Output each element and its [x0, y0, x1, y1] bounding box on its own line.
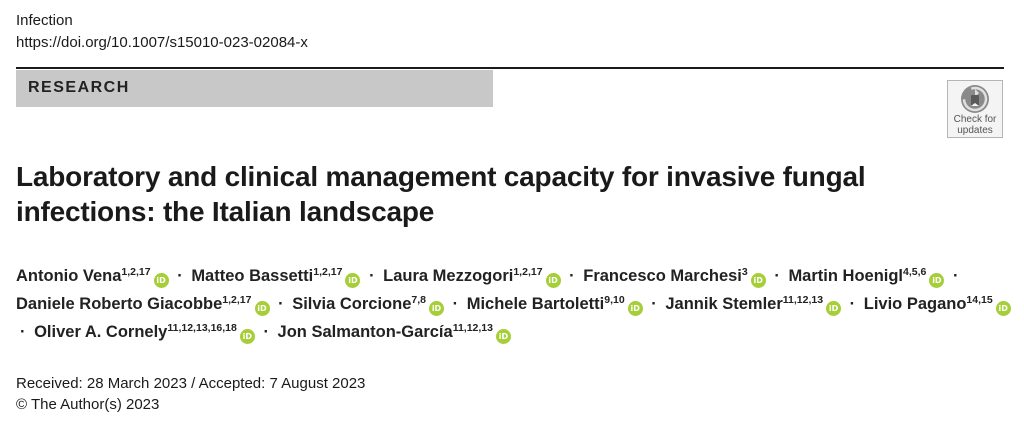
section-label: RESEARCH [28, 79, 130, 96]
orcid-icon[interactable]: iD [627, 301, 643, 316]
author-separator: · [20, 323, 26, 341]
author-name[interactable]: Jannik Stemler [665, 295, 783, 313]
author-separator: · [263, 323, 269, 341]
author-name[interactable]: Francesco Marchesi [583, 267, 742, 285]
author-item: Francesco Marchesi3iD [583, 266, 766, 288]
author-name[interactable]: Oliver A. Cornely [34, 323, 168, 341]
author-name[interactable]: Antonio Vena [16, 267, 122, 285]
author-list: Antonio Vena1,2,17iD · Matteo Bassetti1,… [16, 262, 1011, 346]
author-separator: · [369, 267, 375, 285]
author-name[interactable]: Laura Mezzogori [383, 267, 514, 285]
author-name[interactable]: Matteo Bassetti [191, 267, 314, 285]
section-banner: RESEARCH [16, 70, 493, 107]
author-item: Matteo Bassetti1,2,17iD [191, 266, 361, 288]
author-affiliations[interactable]: 11,12,13 [452, 322, 493, 334]
check-for-updates-line1: Check for [953, 114, 997, 125]
author-affiliations[interactable]: 9,10 [604, 294, 625, 306]
author-item: Daniele Roberto Giacobbe1,2,17iD [16, 294, 270, 316]
check-for-updates-icon [961, 85, 989, 113]
author-item: Jon Salmanton-García11,12,13iD [277, 322, 511, 344]
author-separator: · [177, 267, 183, 285]
check-for-updates-button[interactable]: Check for updates [947, 80, 1003, 138]
doi-link[interactable]: https://doi.org/10.1007/s15010-023-02084… [16, 34, 308, 51]
author-affiliations[interactable]: 3 [741, 266, 748, 278]
author-affiliations[interactable]: 11,12,13,16,18 [167, 322, 237, 334]
orcid-icon[interactable]: iD [239, 329, 255, 344]
author-affiliations[interactable]: 14,15 [966, 294, 993, 306]
author-name[interactable]: Silvia Corcione [292, 295, 412, 313]
author-item: Martin Hoenigl4,5,6iD [788, 266, 945, 288]
author-item: Michele Bartoletti9,10iD [466, 294, 643, 316]
author-affiliations[interactable]: 1,2,17 [513, 266, 543, 278]
check-for-updates-line2: updates [957, 125, 993, 136]
header-divider [16, 67, 1004, 69]
author-separator: · [849, 295, 856, 313]
orcid-icon[interactable]: iD [545, 273, 561, 288]
author-affiliations[interactable]: 4,5,6 [903, 266, 927, 278]
author-item: Jannik Stemler11,12,13iD [665, 294, 842, 316]
orcid-icon[interactable]: iD [750, 273, 766, 288]
author-affiliations[interactable]: 1,2,17 [313, 266, 343, 278]
article-title: Laboratory and clinical management capac… [16, 161, 866, 227]
author-separator: · [452, 295, 459, 313]
orcid-icon[interactable]: iD [826, 301, 842, 316]
author-name[interactable]: Michele Bartoletti [466, 295, 605, 313]
author-affiliations[interactable]: 1,2,17 [121, 266, 151, 278]
orcid-icon[interactable]: iD [254, 301, 270, 316]
author-affiliations[interactable]: 7,8 [411, 294, 427, 306]
author-separator: · [569, 267, 575, 285]
orcid-icon[interactable]: iD [345, 273, 361, 288]
author-name[interactable]: Daniele Roberto Giacobbe [16, 295, 223, 313]
author-item: Oliver A. Cornely11,12,13,16,18iD [34, 322, 255, 344]
author-separator: · [651, 295, 657, 313]
author-separator: · [952, 267, 959, 285]
author-affiliations[interactable]: 11,12,13 [782, 294, 824, 306]
author-affiliations[interactable]: 1,2,17 [222, 294, 252, 306]
orcid-icon[interactable]: iD [153, 273, 169, 288]
author-item: Laura Mezzogori1,2,17iD [383, 266, 561, 288]
author-separator: · [278, 295, 284, 313]
orcid-icon[interactable]: iD [429, 301, 445, 316]
copyright-notice: © The Author(s) 2023 [16, 396, 160, 413]
journal-name: Infection [16, 12, 73, 29]
orcid-icon[interactable]: iD [495, 329, 511, 344]
author-name[interactable]: Jon Salmanton-García [277, 323, 453, 341]
orcid-icon[interactable]: iD [929, 273, 945, 288]
orcid-icon[interactable]: iD [995, 301, 1011, 316]
author-separator: · [774, 267, 780, 285]
author-name[interactable]: Livio Pagano [863, 295, 967, 313]
received-accepted-dates: Received: 28 March 2023 / Accepted: 7 Au… [16, 375, 366, 392]
author-name[interactable]: Martin Hoenigl [788, 267, 904, 285]
author-item: Livio Pagano14,15iD [863, 294, 1011, 316]
author-item: Silvia Corcione7,8iD [292, 294, 445, 316]
author-item: Antonio Vena1,2,17iD [16, 266, 169, 288]
